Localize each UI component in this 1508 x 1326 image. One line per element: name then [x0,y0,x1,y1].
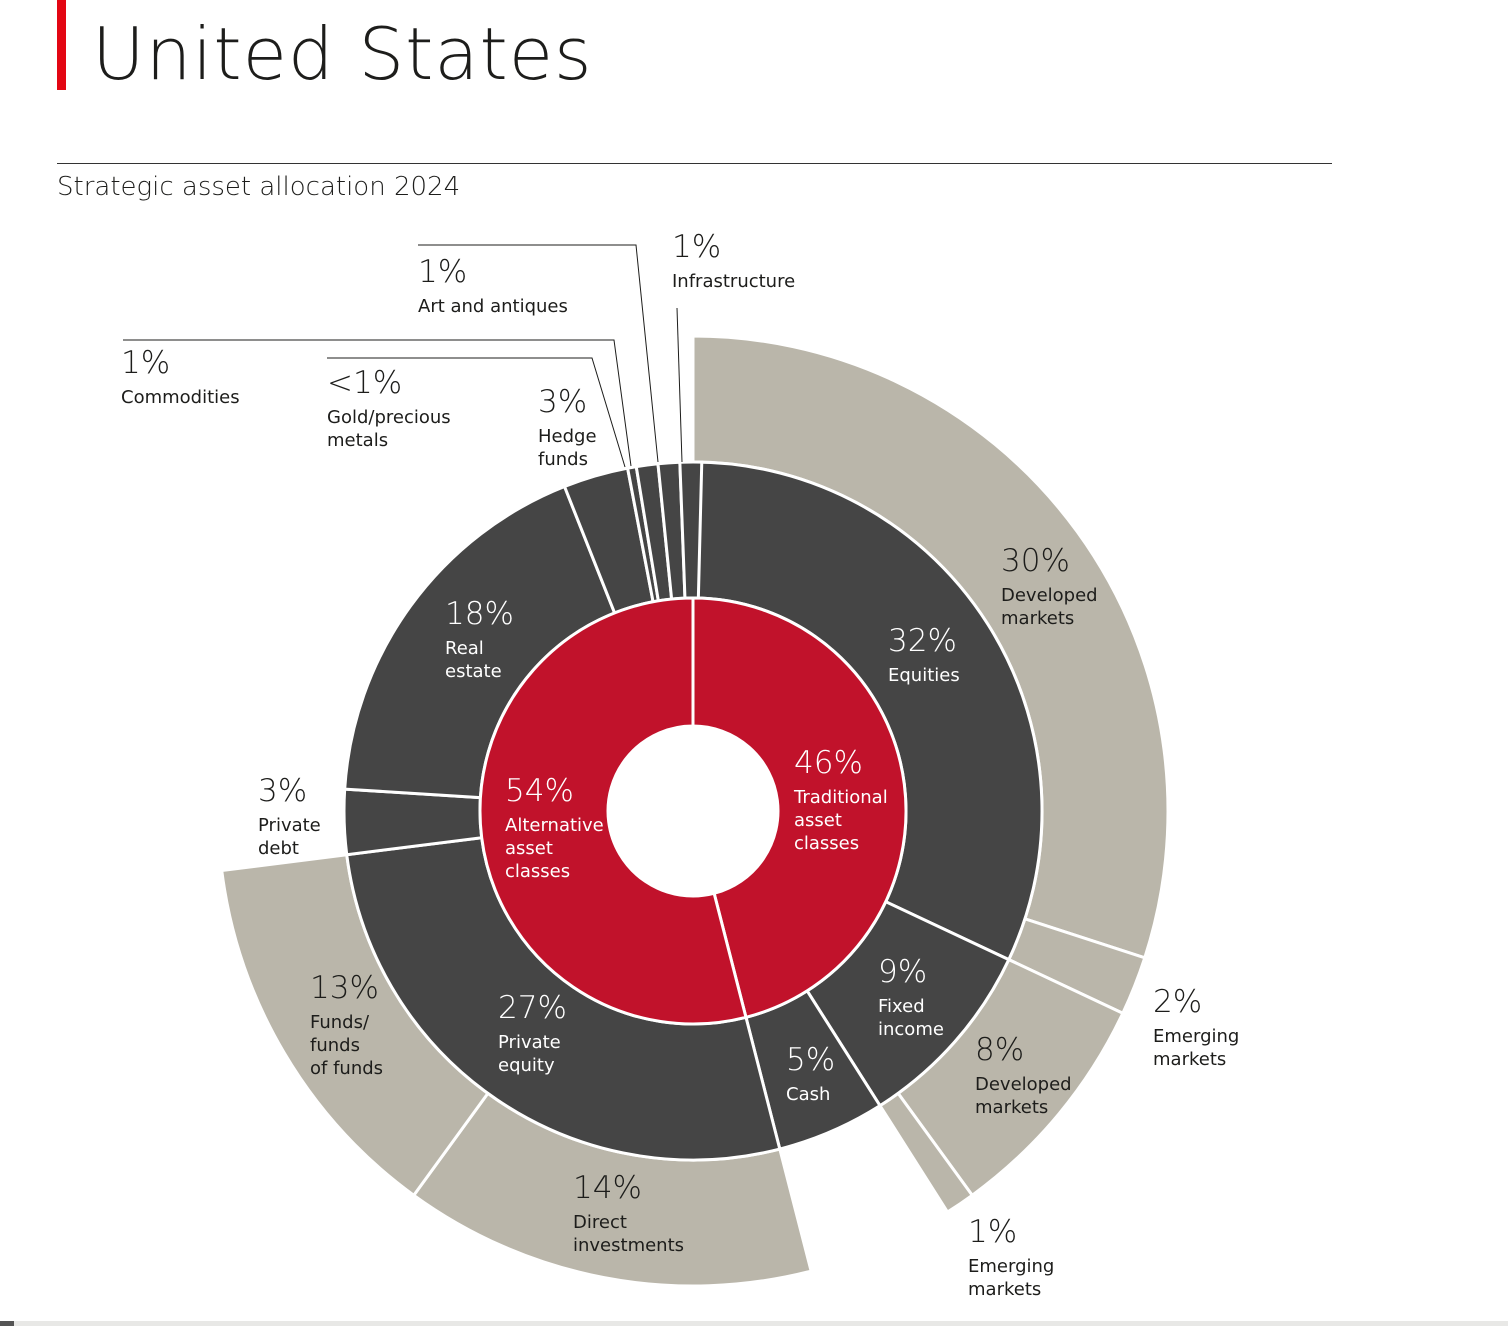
header-divider [57,163,1332,164]
leader-line-art-and-antiques [418,244,659,463]
data-label-category: metals [327,430,388,451]
page-bottom-strip [0,1321,1508,1326]
data-label-category: markets [968,1279,1041,1300]
title-accent-bar [57,0,66,90]
data-label-value: 1% [121,345,170,381]
label-commodities: 1% Commodities [121,345,240,408]
data-label-category: debt [258,838,299,859]
data-label-category: Emerging [1153,1026,1239,1047]
data-label-category: Alternative [505,815,604,836]
data-label-value: 3% [258,773,307,809]
data-label-category: Art and antiques [418,296,568,317]
data-label-value: 46% [794,745,863,781]
data-label-category: Emerging [968,1256,1054,1277]
data-label-category: Cash [786,1084,830,1105]
data-label-category: investments [573,1235,684,1256]
data-label-category: markets [1001,608,1074,629]
segment-traditional [691,596,908,1020]
data-label-value: 8% [975,1032,1024,1068]
data-label-category: classes [794,833,859,854]
chart-segments [220,334,1170,1288]
data-label-category: Real [445,638,484,659]
data-label-category: Direct [573,1212,627,1233]
data-label-category: markets [975,1097,1048,1118]
data-label-category: classes [505,861,570,882]
data-label-category: Infrastructure [672,271,795,292]
data-label-value: <1% [327,365,402,401]
data-label-value: 13% [310,970,379,1006]
chart-labels: 46%Traditionalassetclasses54%Alternative… [121,229,1239,1300]
data-label-value: 9% [878,954,927,990]
data-label-category: funds [310,1035,360,1056]
leader-line-commodities [123,339,632,467]
data-label-category: funds [538,449,588,470]
data-label-category: Hedge [538,426,597,447]
data-label-value: 1% [672,229,721,265]
segment-alternative [478,596,748,1026]
data-label-value: 1% [968,1214,1017,1250]
data-label-value: 5% [786,1042,835,1078]
leader-line-infrastructure [676,307,683,463]
data-label-category: Funds/ [310,1012,370,1033]
label-infrastructure: 1% Infrastructure [672,229,795,292]
data-label-category: equity [498,1055,555,1076]
data-label-category: estate [445,661,502,682]
chart-subtitle: Strategic asset allocation 2024 [57,172,461,202]
data-label-value: 3% [538,384,587,420]
data-label-category: of funds [310,1058,383,1079]
data-label-category: asset [794,810,842,831]
data-label-category: Private [498,1032,561,1053]
data-label-category: Developed [975,1074,1072,1095]
segment-infrastructure [678,460,704,600]
leader-line-gold-precious-metals [327,357,626,468]
leader-lines [123,244,683,468]
data-label-value: 27% [498,990,567,1026]
data-label-category: asset [505,838,553,859]
data-label-value: 30% [1001,543,1070,579]
data-label-category: markets [1153,1049,1226,1070]
data-label-category: Fixed [878,996,925,1017]
data-label-category: Private [258,815,321,836]
label-cash: 5% Cash [786,1042,835,1105]
label-art-and-antiques: 1% Art and antiques [418,254,568,317]
data-label-category: Gold/precious [327,407,451,428]
data-label-value: 54% [505,773,574,809]
page-title: United States [92,12,593,96]
data-label-category: Traditional [793,787,888,808]
data-label-value: 18% [445,596,514,632]
data-label-value: 2% [1153,984,1202,1020]
data-label-value: 32% [888,623,957,659]
data-label-category: Equities [888,665,960,686]
data-label-category: Commodities [121,387,240,408]
data-label-value: 14% [573,1170,642,1206]
data-label-value: 1% [418,254,467,290]
data-label-category: income [878,1019,944,1040]
data-label-category: Developed [1001,585,1098,606]
label-equities: 32% Equities [888,623,960,686]
